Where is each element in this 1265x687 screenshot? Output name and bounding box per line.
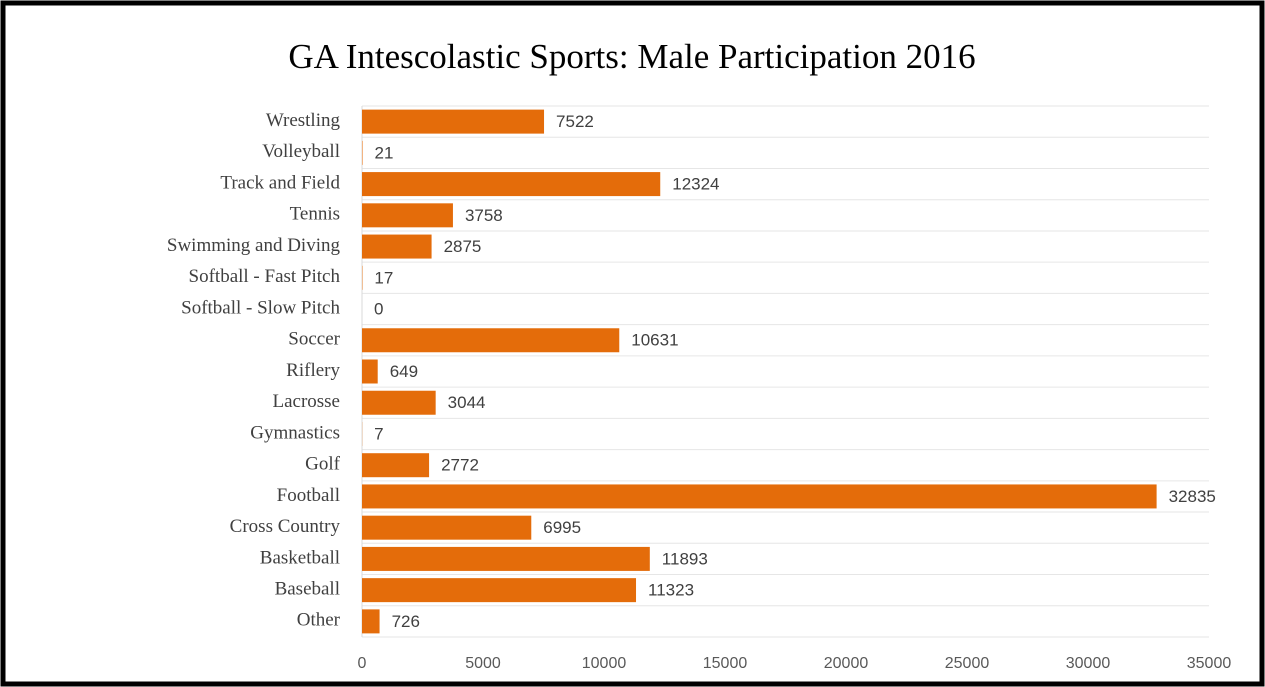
x-tick-label: 0 <box>358 655 367 672</box>
y-tick-label: Track and Field <box>220 172 340 193</box>
data-label: 6995 <box>543 518 581 537</box>
x-tick-label: 35000 <box>1187 655 1232 672</box>
y-tick-label: Softball - Slow Pitch <box>181 297 340 318</box>
y-tick-label: Gymnastics <box>250 422 340 443</box>
y-tick-label: Baseball <box>275 579 340 600</box>
bar <box>362 453 430 478</box>
data-label: 32835 <box>1169 487 1216 506</box>
bar <box>362 546 650 571</box>
x-tick-label: 25000 <box>945 655 990 672</box>
y-tick-label: Basketball <box>260 547 340 568</box>
data-label: 0 <box>374 300 383 319</box>
data-label: 7 <box>374 424 383 443</box>
data-label: 7522 <box>556 112 594 131</box>
y-tick-label: Other <box>297 610 341 631</box>
data-label: 12324 <box>672 175 719 194</box>
data-label: 21 <box>375 143 394 162</box>
bar <box>362 359 378 384</box>
bar <box>362 328 620 353</box>
bar <box>362 390 436 415</box>
data-label: 649 <box>390 362 418 381</box>
data-label: 3758 <box>465 206 503 225</box>
bar <box>362 140 363 165</box>
x-tick-label: 10000 <box>582 655 627 672</box>
y-tick-label: Lacrosse <box>272 391 340 412</box>
bar <box>362 203 453 228</box>
y-tick-label: Softball - Fast Pitch <box>189 266 341 287</box>
y-tick-label: Golf <box>305 454 341 475</box>
y-tick-label: Volleyball <box>262 141 340 162</box>
x-tick-label: 20000 <box>824 655 869 672</box>
bar <box>362 109 545 134</box>
y-tick-label: Football <box>277 485 340 506</box>
x-tick-label: 5000 <box>465 655 501 672</box>
data-label: 2875 <box>444 237 482 256</box>
bar <box>362 484 1157 509</box>
data-label: 3044 <box>448 393 486 412</box>
bar <box>362 515 532 540</box>
bar <box>362 609 380 634</box>
x-tick-label: 30000 <box>1066 655 1111 672</box>
y-tick-label: Soccer <box>288 329 340 350</box>
data-label: 11893 <box>662 549 708 568</box>
data-label: 726 <box>392 612 420 631</box>
data-label: 17 <box>374 268 393 287</box>
chart-title: GA Intescolastic Sports: Male Participat… <box>288 37 976 76</box>
bar <box>362 172 661 197</box>
bar <box>362 234 432 259</box>
y-tick-label: Riflery <box>286 360 340 381</box>
y-tick-label: Tennis <box>290 204 340 225</box>
x-tick-label: 15000 <box>703 655 748 672</box>
data-label: 10631 <box>631 331 678 350</box>
bar <box>362 578 637 603</box>
y-tick-label: Swimming and Diving <box>167 235 341 256</box>
y-tick-label: Cross Country <box>230 516 341 537</box>
data-label: 11323 <box>648 581 694 600</box>
y-tick-label: Wrestling <box>266 110 341 131</box>
data-label: 2772 <box>441 456 479 475</box>
